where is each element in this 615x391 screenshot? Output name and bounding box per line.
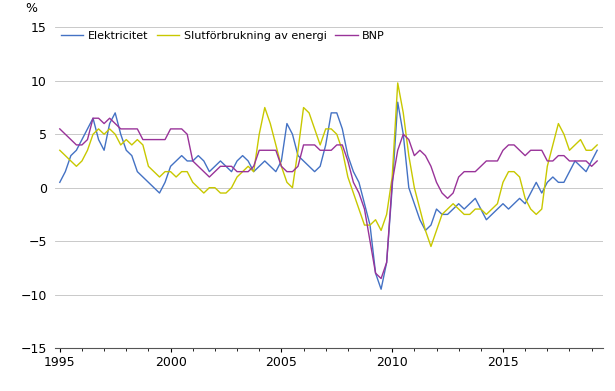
BNP (477, 164, 485, 169)
Elektricitet (405, 185, 413, 190)
BNP (361, 207, 368, 212)
Slutförbrukning av energi (56, 148, 63, 152)
Legend: Elektricitet, Slutförbrukning av energi, BNP: Elektricitet, Slutförbrukning av energi,… (61, 30, 385, 41)
Slutförbrukning av energi (355, 207, 363, 212)
Slutförbrukning av energi (100, 132, 108, 136)
Slutförbrukning av energi (593, 143, 601, 147)
BNP (593, 159, 601, 163)
Elektricitet (593, 148, 601, 152)
BNP (56, 127, 63, 131)
BNP (106, 116, 113, 120)
BNP (89, 116, 97, 120)
Elektricitet (56, 180, 63, 185)
BNP (317, 148, 324, 152)
Slutförbrukning av energi (400, 111, 407, 115)
Elektricitet (378, 287, 385, 292)
Elektricitet (89, 116, 97, 120)
Elektricitet (311, 169, 319, 174)
Elektricitet (355, 180, 363, 185)
Slutförbrukning av energi (311, 127, 319, 131)
Slutförbrukning av energi (427, 244, 435, 249)
Text: %: % (25, 2, 38, 14)
Line: Slutförbrukning av energi: Slutförbrukning av energi (60, 83, 597, 246)
Line: Elektricitet: Elektricitet (60, 102, 597, 289)
Slutförbrukning av energi (477, 207, 485, 212)
BNP (405, 137, 413, 142)
Line: BNP: BNP (60, 118, 597, 278)
BNP (95, 116, 102, 120)
Elektricitet (100, 148, 108, 152)
Slutförbrukning av energi (394, 81, 402, 85)
Slutförbrukning av energi (89, 132, 97, 136)
Elektricitet (394, 100, 402, 104)
BNP (378, 276, 385, 281)
Elektricitet (477, 207, 485, 212)
